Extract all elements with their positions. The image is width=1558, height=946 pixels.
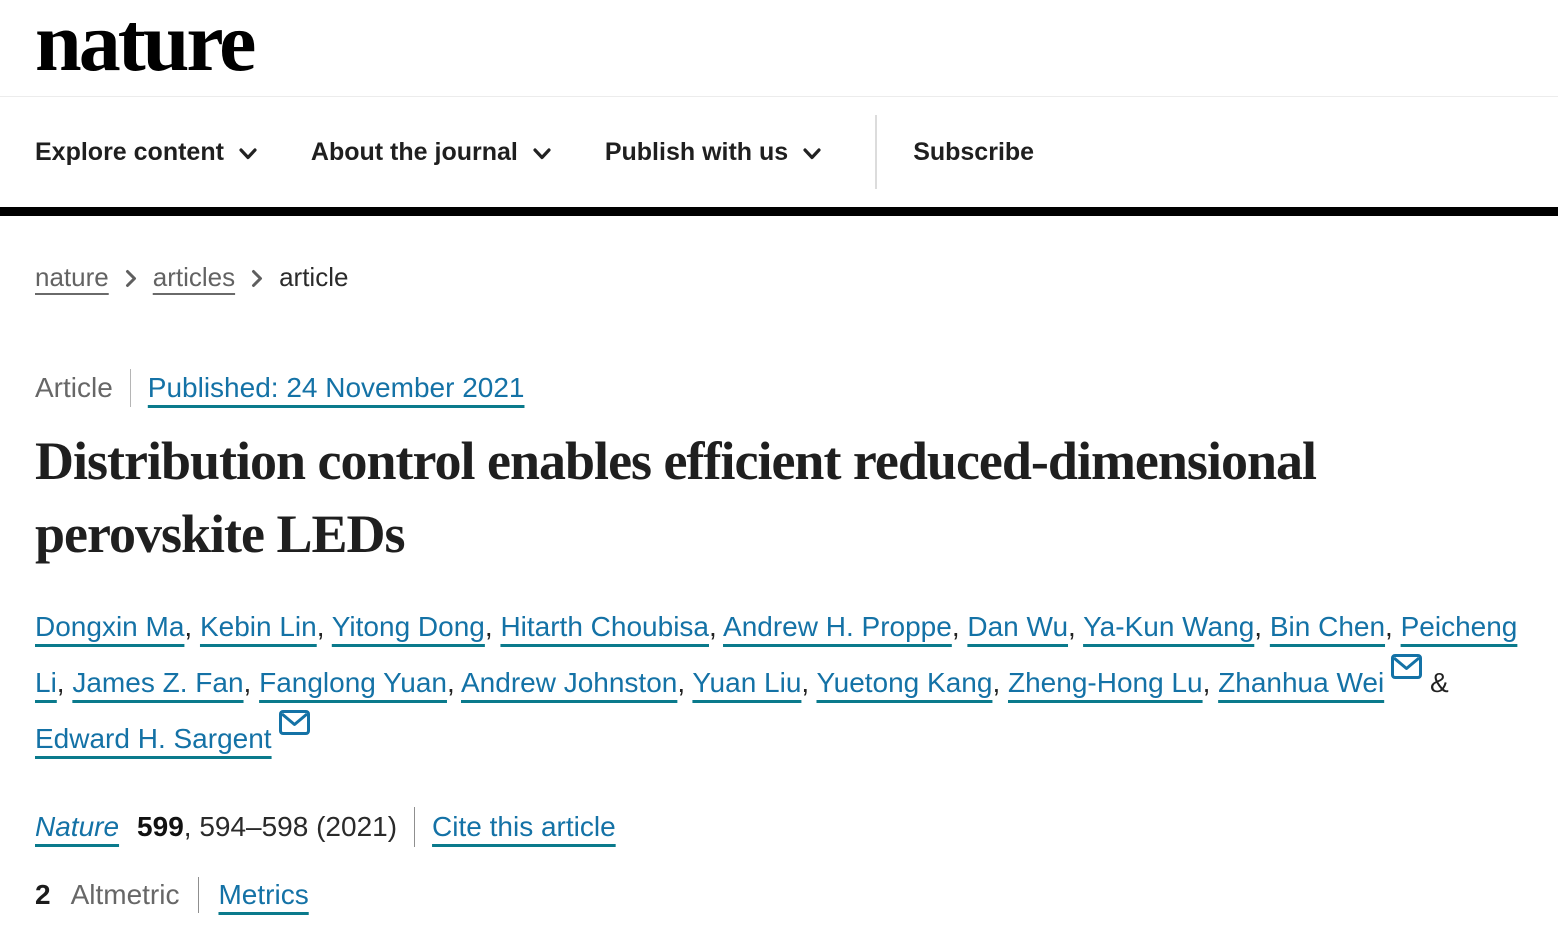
author-link[interactable]: Yuan Liu — [692, 667, 802, 698]
nature-logo[interactable]: nature — [35, 0, 256, 89]
breadcrumb-item-articles[interactable]: articles — [152, 262, 236, 292]
author-link[interactable]: Zhanhua Wei — [1218, 667, 1385, 698]
author-separator: , — [1385, 611, 1401, 642]
author-separator: , — [801, 667, 817, 698]
author-separator: , — [1254, 611, 1270, 642]
article-page: nature articles article Article Published:… — [0, 261, 1558, 916]
author-separator: , — [709, 611, 724, 642]
author-list: Dongxin Ma, Kebin Lin, Yitong Dong, Hita… — [35, 599, 1523, 766]
author-separator: , — [951, 611, 968, 642]
author-ampersand: & — [1422, 667, 1449, 698]
author-separator: , — [56, 667, 73, 698]
nav-item-label: About the journal — [310, 137, 518, 166]
author-link[interactable]: James Z. Fan — [72, 667, 244, 698]
author-link[interactable]: Edward H. Sargent — [35, 723, 272, 754]
author-link[interactable]: Bin Chen — [1269, 611, 1386, 642]
author-link[interactable]: Ya-Kun Wang — [1083, 611, 1255, 642]
author-separator: , — [992, 667, 1008, 698]
published-date-link[interactable]: Published: 24 November 2021 — [147, 372, 525, 403]
pages-year: , 594–598 (2021) — [183, 811, 398, 842]
nav-links: Explore content About the journal Publish … — [35, 138, 875, 167]
email-icon[interactable] — [1391, 654, 1423, 679]
volume-number: 599 — [137, 811, 184, 842]
author-link[interactable]: Yuetong Kang — [816, 667, 993, 698]
author-separator: , — [1068, 611, 1084, 642]
author-link[interactable]: Kebin Lin — [199, 611, 317, 642]
metrics-row: 2 Altmetric Metrics — [35, 874, 1523, 916]
author-link[interactable]: Yitong Dong — [331, 611, 485, 642]
chevron-down-icon — [803, 148, 821, 160]
nav-item-label: Explore content — [35, 137, 224, 166]
subscribe-link[interactable]: Subscribe — [913, 137, 1035, 166]
author-link[interactable]: Fanglong Yuan — [259, 667, 447, 698]
author-link[interactable]: Zheng-Hong Lu — [1008, 667, 1203, 698]
altmetric-count: 2 — [35, 879, 51, 910]
main-nav: Explore content About the journal Publish … — [0, 97, 1558, 207]
article-meta-row: Article Published: 24 November 2021 — [35, 367, 1523, 409]
author-link[interactable]: Andrew H. Proppe — [723, 611, 952, 642]
altmetric-label: Altmetric — [70, 879, 180, 910]
meta-divider — [129, 369, 131, 407]
breadcrumb-item-article: article — [279, 262, 349, 292]
author-separator: , — [446, 667, 461, 698]
journal-link[interactable]: Nature — [35, 811, 120, 842]
black-divider-bar — [0, 207, 1558, 216]
nav-item-publish-with-us[interactable]: Publish with us — [605, 138, 821, 167]
chevron-down-icon — [239, 148, 257, 160]
author-link[interactable]: Peicheng Li — [35, 611, 1518, 698]
author-separator: , — [316, 611, 332, 642]
chevron-down-icon — [533, 148, 551, 160]
author-separator: , — [243, 667, 260, 698]
author-separator: , — [677, 667, 693, 698]
site-header: nature — [0, 0, 1558, 97]
cite-this-article-link[interactable]: Cite this article — [432, 811, 616, 842]
author-link[interactable]: Andrew Johnston — [461, 667, 678, 698]
author-separator: , — [1202, 667, 1219, 698]
metrics-link[interactable]: Metrics — [218, 879, 309, 910]
citation-row: Nature 599 , 594–598 (2021) Cite this ar… — [35, 806, 1523, 848]
citation-divider — [414, 807, 416, 847]
author-link[interactable]: Hitarth Choubisa — [500, 611, 709, 642]
email-icon[interactable] — [278, 710, 310, 735]
article-type-label: Article — [35, 372, 113, 403]
chevron-right-icon — [252, 270, 263, 287]
nav-item-label: Publish with us — [604, 137, 789, 166]
author-separator: , — [484, 611, 501, 642]
author-link[interactable]: Dongxin Ma — [35, 611, 185, 642]
breadcrumb-item-nature[interactable]: nature — [35, 262, 109, 292]
article-title: Distribution control enables efficient r… — [35, 431, 1317, 564]
author-link[interactable]: Dan Wu — [967, 611, 1069, 642]
nav-item-about-the-journal[interactable]: About the journal — [311, 138, 551, 167]
nav-item-explore-content[interactable]: Explore content — [35, 138, 257, 167]
author-separator: , — [184, 611, 200, 642]
chevron-right-icon — [125, 270, 136, 287]
nav-divider — [875, 115, 878, 189]
breadcrumb: nature articles article — [35, 261, 1523, 293]
metrics-divider — [198, 877, 200, 913]
